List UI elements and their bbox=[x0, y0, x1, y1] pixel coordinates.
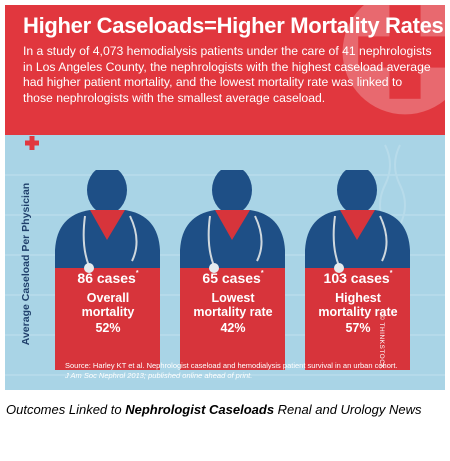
stat-lowest: 65 cases* Lowest mortality rate 42% bbox=[173, 270, 293, 335]
header-band: Higher Caseloads=Higher Mortality Rates … bbox=[5, 5, 445, 135]
physician-figure-1 bbox=[55, 170, 160, 370]
mortality-percent: 52% bbox=[95, 321, 121, 335]
y-axis-label: Average Caseload Per Physician bbox=[20, 182, 32, 346]
image-caption: Outcomes Linked to Nephrologist Caseload… bbox=[6, 402, 422, 417]
cases-count: 86 cases* bbox=[77, 270, 139, 286]
cases-count: 65 cases* bbox=[202, 270, 264, 286]
infographic-title: Higher Caseloads=Higher Mortality Rates bbox=[23, 13, 444, 38]
source-citation: Source: Harley KT et al. Nephrologist ca… bbox=[65, 361, 398, 380]
study-description: In a study of 4,073 hemodialysis patient… bbox=[23, 44, 432, 105]
cases-count: 103 cases* bbox=[323, 270, 393, 286]
stat-label: Overall mortality bbox=[81, 291, 135, 319]
stat-highest: 103 cases* Highest mortality rate 57% bbox=[298, 270, 418, 335]
stat-label: Highest mortality rate bbox=[318, 291, 398, 319]
mortality-percent: 42% bbox=[220, 321, 246, 335]
physician-figure-2 bbox=[180, 170, 285, 370]
infographic: Higher Caseloads=Higher Mortality Rates … bbox=[5, 5, 445, 390]
red-cross-icon bbox=[25, 136, 39, 150]
physician-figure-3 bbox=[305, 170, 410, 370]
mortality-percent: 57% bbox=[345, 321, 371, 335]
stat-label: Lowest mortality rate bbox=[193, 291, 273, 319]
stat-overall: 86 cases* Overall mortality 52% bbox=[48, 270, 168, 335]
medical-cross-icon bbox=[342, 5, 445, 115]
